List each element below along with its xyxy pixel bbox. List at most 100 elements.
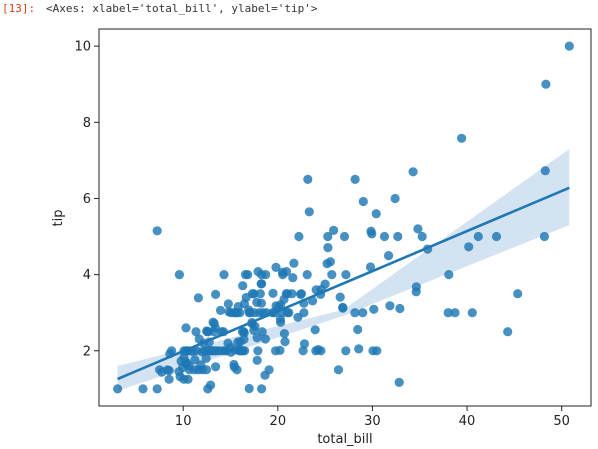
data-point <box>329 225 339 235</box>
cell-prompt: [13]: <box>2 2 36 15</box>
cell-output-row: [13]: <Axes: xlabel='total_bill', ylabel… <box>0 0 598 18</box>
data-point <box>255 289 265 299</box>
data-point <box>371 209 381 219</box>
data-point <box>288 273 298 283</box>
data-point <box>564 41 574 51</box>
data-point <box>394 377 404 387</box>
data-point <box>275 345 285 355</box>
data-point <box>443 308 453 318</box>
data-point <box>235 308 245 318</box>
x-tick-label: 50 <box>553 414 570 429</box>
data-point <box>181 323 191 333</box>
data-point <box>152 226 162 236</box>
data-point <box>206 380 216 390</box>
data-point <box>257 327 267 337</box>
data-point <box>232 365 242 375</box>
data-point <box>323 243 333 253</box>
data-point <box>257 279 267 289</box>
data-point <box>211 362 221 372</box>
data-point <box>164 374 174 384</box>
data-point <box>256 298 266 308</box>
y-tick-label: 6 <box>83 192 91 207</box>
regression-line-layer <box>117 186 570 381</box>
y-axis-ticks: 2 4 6 8 10 <box>74 40 99 359</box>
data-point <box>541 79 551 89</box>
data-point <box>191 327 201 337</box>
data-point <box>261 270 271 280</box>
y-tick-label: 10 <box>74 40 91 55</box>
data-point <box>408 167 418 177</box>
data-point <box>369 304 379 314</box>
data-point <box>289 258 299 268</box>
data-point <box>393 231 403 242</box>
data-point <box>250 321 260 331</box>
data-point <box>365 262 376 272</box>
data-point <box>238 281 248 291</box>
data-point <box>302 270 312 280</box>
y-tick-label: 2 <box>83 344 91 359</box>
data-point <box>358 308 368 318</box>
regression-line <box>117 186 570 381</box>
data-point <box>164 366 174 376</box>
data-point <box>299 339 310 349</box>
data-point <box>276 317 286 327</box>
data-point <box>350 308 360 318</box>
data-point <box>296 289 306 299</box>
data-point <box>239 328 249 338</box>
data-point <box>367 229 377 239</box>
data-point <box>325 257 335 267</box>
axes-frame <box>98 28 592 407</box>
x-tick-label: 40 <box>459 414 476 429</box>
data-point <box>353 324 363 335</box>
data-point <box>310 325 320 335</box>
data-point <box>303 174 313 184</box>
data-point <box>239 334 249 344</box>
data-point <box>183 374 193 384</box>
data-point <box>467 308 477 318</box>
data-point <box>253 346 263 356</box>
x-axis-label: total_bill <box>317 432 372 447</box>
data-point <box>215 305 226 315</box>
data-point <box>201 365 212 375</box>
data-point <box>354 344 364 354</box>
data-point <box>540 166 550 176</box>
data-point <box>252 355 262 365</box>
data-point <box>219 270 229 280</box>
data-point <box>323 231 333 242</box>
data-point <box>339 231 350 242</box>
scatter-points-layer <box>113 41 574 394</box>
y-tick-label: 8 <box>83 116 91 131</box>
data-point <box>244 383 254 394</box>
data-point <box>417 231 427 242</box>
cell-output-text: <Axes: xlabel='total_bill', ylabel='tip'… <box>46 2 318 15</box>
data-point <box>287 289 297 299</box>
data-point <box>223 299 233 309</box>
data-point <box>350 174 360 184</box>
data-point <box>316 346 326 356</box>
data-point <box>384 251 394 261</box>
data-point <box>304 207 314 217</box>
data-point <box>333 365 344 375</box>
data-point <box>385 301 395 311</box>
data-point <box>450 308 460 318</box>
data-point <box>390 193 400 204</box>
data-point <box>341 346 351 356</box>
y-axis-label: tip <box>51 210 66 227</box>
data-point <box>240 346 250 356</box>
data-point <box>473 231 483 242</box>
data-point <box>257 384 267 394</box>
data-point <box>268 288 278 298</box>
data-point <box>113 384 123 394</box>
data-point <box>264 365 274 375</box>
data-point <box>358 196 368 207</box>
data-point <box>260 334 270 344</box>
data-point <box>457 133 467 143</box>
data-point <box>299 308 309 318</box>
data-point <box>152 384 162 394</box>
data-point <box>281 267 292 277</box>
data-point <box>395 303 405 314</box>
data-point <box>503 327 513 337</box>
data-point <box>201 353 211 363</box>
data-point <box>280 337 290 347</box>
data-point <box>174 270 184 280</box>
